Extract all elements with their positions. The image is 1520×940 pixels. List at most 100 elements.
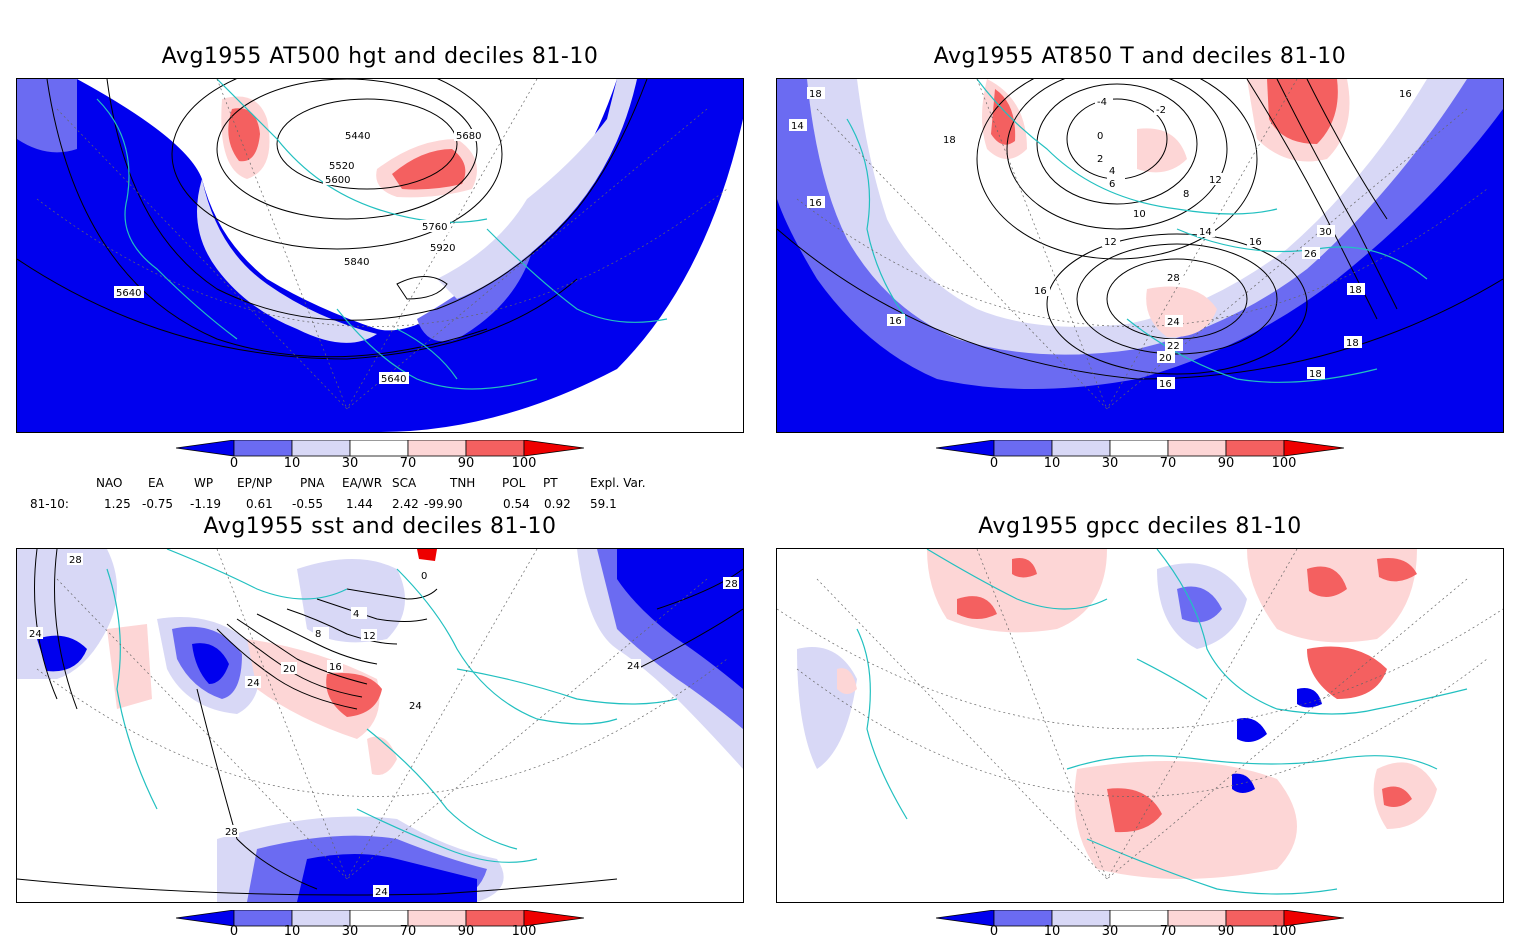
index-value: 2.42 <box>392 497 419 511</box>
contour-label: 28 <box>69 555 82 566</box>
index-row-label: 81-10: <box>30 497 69 511</box>
contour-label: -4 <box>1097 97 1107 108</box>
contour-label: 5920 <box>430 243 455 254</box>
colorbar-hgt: 0 10 30 70 90 100 <box>175 439 585 476</box>
contour-label: 24 <box>375 887 388 898</box>
colorbar-tick: 100 <box>511 924 537 939</box>
contour-label: 16 <box>809 198 822 209</box>
contour-label: -2 <box>1156 105 1166 116</box>
map-hgt: 5440 5680 5520 5600 5760 5840 5920 5640 … <box>16 78 744 433</box>
panel-title-gpcc: Avg1955 gpcc deciles 81-10 <box>978 514 1302 539</box>
index-header: NAO <box>96 476 123 490</box>
index-value: 0.92 <box>544 497 571 511</box>
colorbar-t850: 0 10 30 70 90 100 <box>935 439 1345 476</box>
colorbar-tick: 70 <box>399 924 417 939</box>
contour-label: 20 <box>1159 353 1172 364</box>
colorbar-tick: 100 <box>511 456 537 471</box>
contour-label: 2 <box>1097 154 1103 165</box>
index-header: PT <box>543 476 558 490</box>
contour-label: 16 <box>1159 379 1172 390</box>
decile-above-area-4 <box>1146 286 1217 338</box>
contour-label: 28 <box>1167 273 1180 284</box>
contour-label: 5440 <box>345 131 370 142</box>
colorbar-tick: 70 <box>399 456 417 471</box>
decile-high-area-2 <box>392 149 466 190</box>
contour-label: 10 <box>1133 209 1146 220</box>
contour-label: 30 <box>1319 227 1332 238</box>
colorbar-tick: 0 <box>989 924 999 939</box>
contour-label: 5640 <box>381 374 406 385</box>
colorbar-tick: 100 <box>1271 456 1297 471</box>
colorbar-tick: 0 <box>229 924 239 939</box>
contour-label: 28 <box>725 579 738 590</box>
contour-label: 4 <box>1109 166 1115 177</box>
colorbar-tick: 90 <box>1217 924 1235 939</box>
index-header: WP <box>194 476 214 490</box>
decile-below-area-3 <box>297 559 405 643</box>
contour-label: 24 <box>1167 317 1180 328</box>
colorbar-tick: 30 <box>1101 456 1119 471</box>
index-header: EA <box>148 476 164 490</box>
colorbar-sst: 0 10 30 70 90 100 <box>175 909 585 940</box>
index-value: -0.55 <box>292 497 324 511</box>
panel-title-sst: Avg1955 sst and deciles 81-10 <box>203 514 557 539</box>
panel-title-hgt: Avg1955 AT500 hgt and deciles 81-10 <box>161 44 599 69</box>
colorbar-tick: 90 <box>457 924 475 939</box>
decile-very-low-area-2 <box>192 643 229 684</box>
panel-title-t850: Avg1955 AT850 T and deciles 81-10 <box>933 44 1347 69</box>
decile-very-high-area <box>417 549 437 561</box>
colorbar-tick: 30 <box>341 924 359 939</box>
contour-label: 24 <box>247 678 260 689</box>
contour-label: 18 <box>943 135 956 146</box>
contour-label: 4 <box>353 609 359 620</box>
index-value: 0.54 <box>503 497 530 511</box>
contour-label: 24 <box>627 661 640 672</box>
contour-label: 16 <box>889 316 902 327</box>
contour-label: 14 <box>1199 227 1212 238</box>
contour-label: 16 <box>1249 237 1262 248</box>
decile-above-area-3 <box>367 736 397 775</box>
index-header: PNA <box>300 476 325 490</box>
index-value: -0.75 <box>142 497 174 511</box>
decile-low-area <box>17 79 77 153</box>
contour-label: 22 <box>1167 341 1180 352</box>
contour-label: 24 <box>29 629 42 640</box>
index-value: 1.25 <box>104 497 131 511</box>
colorbar-tick: 30 <box>341 456 359 471</box>
colorbar-tick: 10 <box>283 924 301 939</box>
index-value: -1.19 <box>190 497 222 511</box>
contour-label: 16 <box>329 662 342 673</box>
decile-below-area <box>197 179 377 343</box>
decile-high-area <box>228 108 260 162</box>
contour-label: 5520 <box>329 161 354 172</box>
index-header: EA/WR <box>342 476 383 490</box>
index-header: Expl. Var. <box>590 476 646 490</box>
colorbar-gpcc: 0 10 30 70 90 100 <box>935 909 1345 940</box>
contour-label: 5600 <box>325 175 350 186</box>
map-gpcc <box>776 548 1504 903</box>
colorbar-tick: 10 <box>1043 456 1061 471</box>
contour-label: 5840 <box>344 257 369 268</box>
contour-label: 5640 <box>116 288 141 299</box>
decile-below-area-2 <box>437 79 637 299</box>
contour-label: 18 <box>1309 369 1322 380</box>
map-sst: 28 24 28 24 20 16 12 8 4 0 24 24 28 <box>16 548 744 903</box>
colorbar-tick: 30 <box>1101 924 1119 939</box>
index-header: TNH <box>450 476 476 490</box>
contour-label: 6 <box>1109 179 1115 190</box>
contour-label: 12 <box>1209 175 1222 186</box>
contour-label: 18 <box>1346 338 1359 349</box>
colorbar-tick: 0 <box>229 456 239 471</box>
decile-above-area-3 <box>1137 128 1187 173</box>
index-header: EP/NP <box>237 476 273 490</box>
index-header: POL <box>502 476 526 490</box>
colorbar-tick: 10 <box>283 456 301 471</box>
colorbar-tick: 70 <box>1159 456 1177 471</box>
contour-label: 8 <box>1183 189 1189 200</box>
contour-label: 12 <box>1104 237 1117 248</box>
contour-label: 18 <box>809 89 822 100</box>
colorbar-tick: 70 <box>1159 924 1177 939</box>
contour-label: 18 <box>1349 285 1362 296</box>
colorbar-tick: 90 <box>457 456 475 471</box>
decile-very-low-area-3 <box>617 549 743 689</box>
